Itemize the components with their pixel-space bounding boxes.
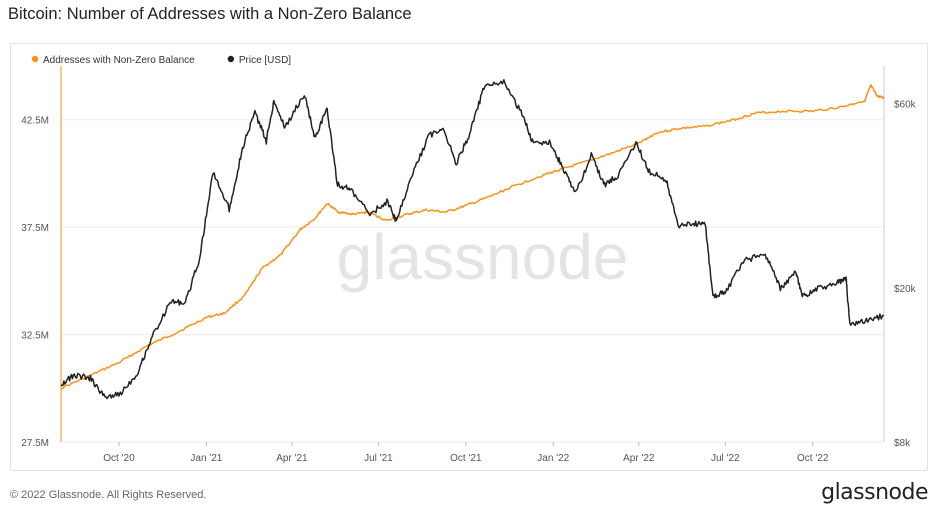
x-tick-label: Oct '20 bbox=[103, 453, 135, 464]
legend-dot-addresses bbox=[31, 55, 39, 63]
gridlines bbox=[61, 119, 884, 443]
chart-title: Bitcoin: Number of Addresses with a Non-… bbox=[8, 5, 412, 23]
right-y-tick-label: $60k bbox=[894, 99, 917, 110]
left-y-tick-label: 37.5M bbox=[21, 223, 49, 234]
glassnode-logo[interactable]: glassnode bbox=[821, 480, 928, 505]
x-tick-label: Oct '22 bbox=[797, 453, 829, 464]
left-y-tick-label: 27.5M bbox=[21, 438, 49, 449]
chart-panel: Addresses with Non-Zero Balance Price [US… bbox=[10, 43, 928, 471]
right-y-tick-label: $20k bbox=[894, 284, 917, 295]
legend-dot-price bbox=[227, 55, 235, 63]
series-group[interactable] bbox=[60, 79, 885, 400]
legend-label-addresses[interactable]: Addresses with Non-Zero Balance bbox=[43, 55, 195, 66]
price-line[interactable] bbox=[60, 79, 885, 400]
x-tick-label: Jul '22 bbox=[711, 453, 740, 464]
right-y-tick-label: $8k bbox=[894, 438, 911, 449]
chart-svg: Addresses with Non-Zero Balance Price [US… bbox=[21, 55, 917, 464]
x-tick-label: Jan '21 bbox=[190, 453, 222, 464]
addresses-line[interactable] bbox=[60, 84, 885, 390]
x-tick-label: Apr '21 bbox=[276, 453, 308, 464]
copyright-footer: © 2022 Glassnode. All Rights Reserved. bbox=[10, 489, 207, 501]
x-tick-label: Apr '22 bbox=[623, 453, 655, 464]
left-y-tick-label: 42.5M bbox=[21, 116, 49, 127]
x-tick-label: Jan '22 bbox=[537, 453, 569, 464]
x-tick-label: Oct '21 bbox=[450, 453, 482, 464]
axes: 27.5M 32.5M 37.5M 42.5M $8k $20k $60k Oct '20 Ja… bbox=[21, 66, 917, 464]
legend[interactable]: Addresses with Non-Zero Balance Price [US… bbox=[31, 55, 292, 66]
left-y-tick-label: 32.5M bbox=[21, 331, 49, 342]
watermark-text: glassnode bbox=[337, 221, 629, 293]
legend-label-price[interactable]: Price [USD] bbox=[239, 55, 291, 66]
x-tick-label: Jul '21 bbox=[364, 453, 393, 464]
